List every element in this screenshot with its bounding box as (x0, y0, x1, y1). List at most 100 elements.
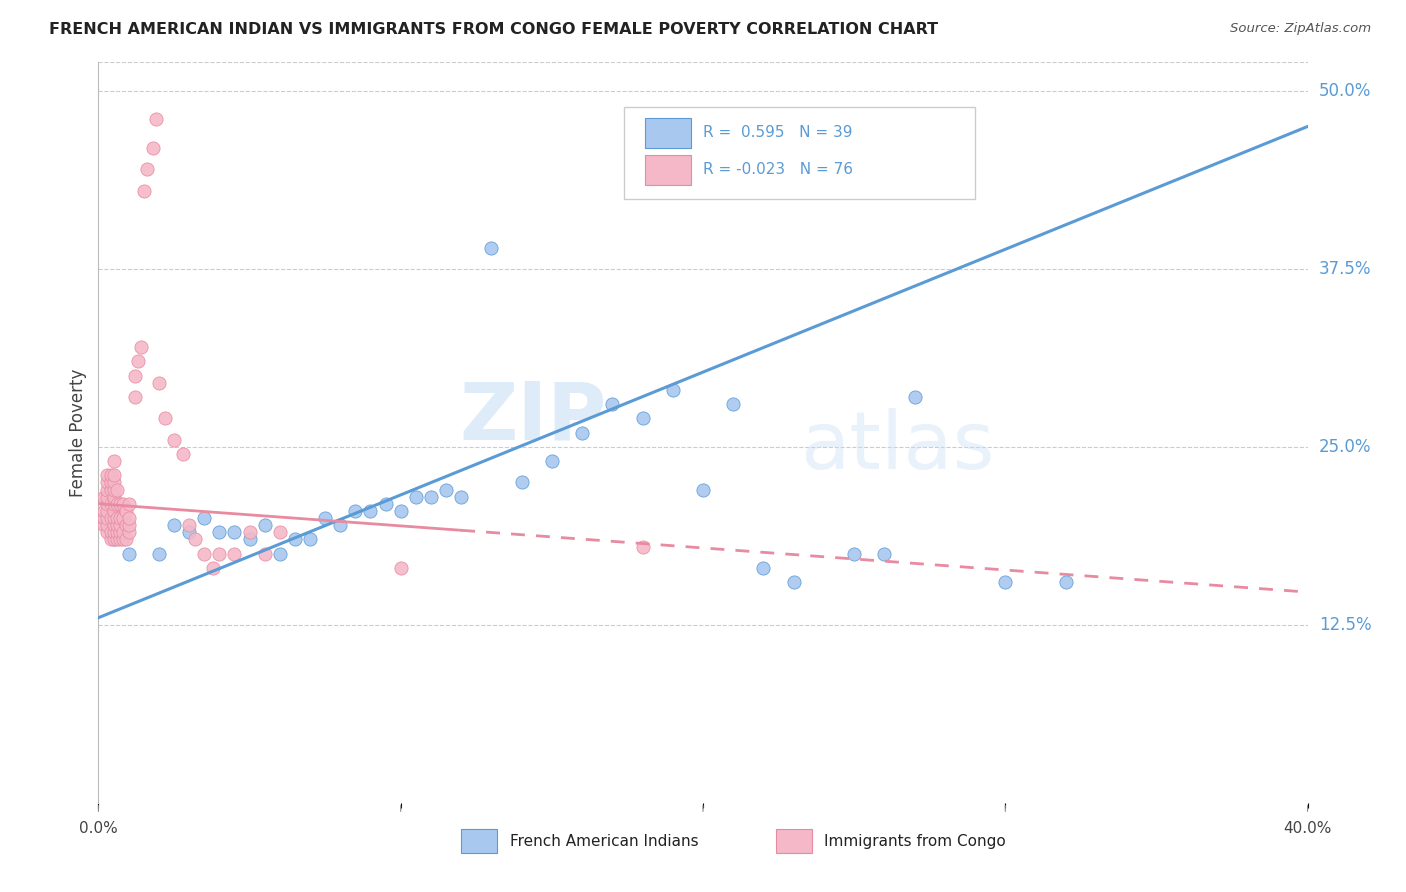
Point (184, 533, 207, 547)
Point (135, 162, 157, 177)
Point (103, 511, 125, 525)
Point (93, 504, 115, 518)
Point (420, 490, 443, 504)
Point (540, 454, 562, 468)
Point (105, 533, 128, 547)
Point (118, 525, 141, 540)
Point (723, 397, 745, 411)
FancyBboxPatch shape (461, 830, 498, 853)
Point (96, 511, 118, 525)
Point (93, 490, 115, 504)
Point (329, 518, 352, 533)
Point (163, 433, 186, 447)
Point (253, 518, 276, 533)
Point (148, 376, 170, 390)
Point (100, 483, 122, 497)
Point (108, 533, 131, 547)
Y-axis label: Female Poverty: Female Poverty (69, 368, 87, 497)
Point (129, 340, 152, 354)
Point (124, 368, 146, 383)
Point (105, 525, 128, 540)
Point (873, 547, 896, 561)
Point (103, 504, 125, 518)
Point (111, 533, 134, 547)
Point (148, 547, 170, 561)
Point (314, 511, 336, 525)
Point (96, 475, 118, 490)
FancyBboxPatch shape (624, 107, 976, 200)
Point (239, 525, 262, 540)
Point (631, 540, 654, 554)
Point (108, 497, 131, 511)
Point (132, 184, 155, 198)
Point (100, 511, 122, 525)
Point (224, 547, 246, 561)
Point (269, 547, 291, 561)
Point (299, 533, 322, 547)
Point (105, 483, 128, 497)
Point (103, 483, 125, 497)
Point (96, 518, 118, 533)
Text: 40.0%: 40.0% (1284, 822, 1331, 837)
Point (100, 497, 122, 511)
Point (114, 533, 136, 547)
Point (405, 490, 427, 504)
Point (105, 511, 128, 525)
Text: R = -0.023   N = 76: R = -0.023 N = 76 (703, 162, 853, 178)
Point (103, 454, 125, 468)
Point (172, 447, 194, 461)
Point (450, 490, 472, 504)
Point (142, 141, 165, 155)
Point (108, 525, 131, 540)
Point (96, 525, 118, 540)
Text: ZIP: ZIP (458, 379, 606, 457)
Point (510, 475, 533, 490)
Point (96, 497, 118, 511)
Point (118, 518, 141, 533)
Point (114, 504, 136, 518)
Point (208, 547, 231, 561)
Text: Immigrants from Congo: Immigrants from Congo (824, 834, 1005, 849)
Text: 50.0%: 50.0% (1319, 82, 1371, 100)
Point (103, 533, 125, 547)
Point (994, 575, 1017, 590)
Text: 0.0%: 0.0% (79, 822, 118, 837)
Text: 37.5%: 37.5% (1319, 260, 1371, 278)
Point (118, 547, 141, 561)
Text: 25.0%: 25.0% (1319, 438, 1371, 456)
Point (163, 518, 186, 533)
FancyBboxPatch shape (776, 830, 811, 853)
Point (114, 518, 136, 533)
Text: R =  0.595   N = 39: R = 0.595 N = 39 (703, 125, 852, 140)
Point (692, 483, 714, 497)
Text: Source: ZipAtlas.com: Source: ZipAtlas.com (1230, 22, 1371, 36)
Text: atlas: atlas (800, 409, 994, 486)
Point (118, 497, 141, 511)
Text: French American Indians: French American Indians (509, 834, 699, 849)
Point (344, 504, 367, 518)
Point (105, 497, 128, 511)
Point (631, 411, 654, 425)
Point (103, 468, 125, 483)
Point (145, 112, 167, 127)
Point (93, 511, 115, 525)
Point (284, 533, 307, 547)
Point (100, 525, 122, 540)
Point (100, 468, 122, 483)
Point (103, 497, 125, 511)
Text: FRENCH AMERICAN INDIAN VS IMMIGRANTS FROM CONGO FEMALE POVERTY CORRELATION CHART: FRENCH AMERICAN INDIAN VS IMMIGRANTS FRO… (49, 22, 938, 37)
Point (374, 497, 396, 511)
Point (389, 561, 412, 575)
Point (208, 525, 231, 540)
Point (108, 518, 131, 533)
Point (105, 518, 128, 533)
Point (111, 525, 134, 540)
Point (96, 468, 118, 483)
Point (661, 383, 683, 397)
Point (602, 397, 624, 411)
Point (179, 525, 201, 540)
Point (253, 547, 276, 561)
Point (96, 504, 118, 518)
Point (100, 475, 122, 490)
Point (103, 475, 125, 490)
